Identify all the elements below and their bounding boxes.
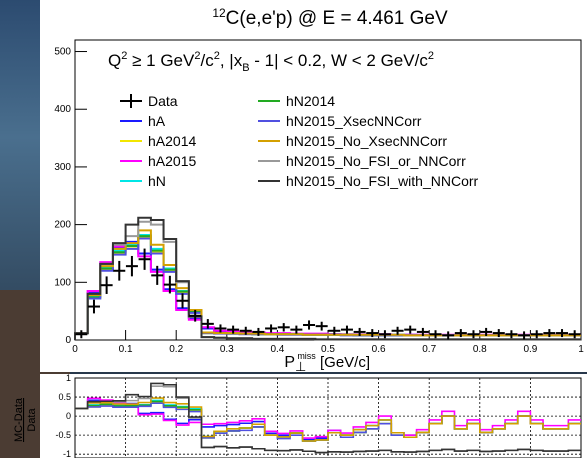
chart-title: 12C(e,e'p) @ E = 4.461 GeV <box>212 6 448 29</box>
x-tick-label: 0.7 <box>422 344 436 355</box>
ratio-y-label-den: Data <box>26 408 38 432</box>
title-sup: 12 <box>212 6 226 20</box>
ratio-y-tick-label: -1 <box>63 449 71 458</box>
x-tick-label: 0.4 <box>270 344 284 355</box>
ratio-histogram-hN2015_No_FSI_with_NNCorr <box>75 382 581 454</box>
x-tick-label: 1 <box>578 344 584 355</box>
legend-label: hN <box>148 173 166 189</box>
main-canvas <box>40 0 587 372</box>
ratio-y-tick-label: 0 <box>66 411 71 421</box>
y-tick-label: 100 <box>54 277 71 288</box>
ratio-histogram-hN2015_No_XsecNNCorr <box>75 397 581 442</box>
histogram-hN2015_No_XsecNNCorr <box>74 229 581 340</box>
y-tick-label: 200 <box>54 220 71 231</box>
ratio-y-label-num: MC-Data <box>13 397 25 442</box>
histogram-hN2015_No_FSI_with_NNCorr <box>74 216 581 341</box>
legend: Data hA hA2014 hA2015 hN hN2014 hN2015_XsecNNC… <box>120 93 479 189</box>
y-tick-label: 500 <box>54 47 71 58</box>
y-tick-label: 300 <box>54 162 71 173</box>
legend-label: hN2014 <box>286 93 335 109</box>
legend-label: hN2015_XsecNNCorr <box>286 113 422 129</box>
legend-label: Data <box>148 93 178 109</box>
legend-label: hA <box>148 113 166 129</box>
legend-label: hA2015 <box>148 153 196 169</box>
x-tick-label: 0.6 <box>372 344 386 355</box>
x-axis-label: P⊥miss [GeV/c] <box>284 351 370 374</box>
legend-label: hN2015_No_XsecNNCorr <box>286 133 447 149</box>
ratio-y-tick-label: 0.5 <box>58 392 71 402</box>
legend-label: hA2014 <box>148 133 196 149</box>
y-tick-label: 0 <box>65 335 71 346</box>
x-tick-label: 0.5 <box>321 344 335 355</box>
x-tick-label: 0 <box>72 344 78 355</box>
data-points <box>75 248 581 340</box>
cuts-label: Q2 ≥ 1 GeV2/c2, |xB - 1| < 0.2, W < 2 Ge… <box>108 50 434 74</box>
ratio-y-tick-label: -0.5 <box>55 430 71 440</box>
legend-label: hN2015_No_FSI_with_NNCorr <box>286 173 479 189</box>
x-tick-label: 0.8 <box>473 344 487 355</box>
legend-label: hN2015_No_FSI_or_NNCorr <box>286 153 466 169</box>
x-tick-label: 0.9 <box>523 344 537 355</box>
title-rest: C(e,e'p) @ E = 4.461 GeV <box>226 8 448 29</box>
ratio-y-tick-label: 1 <box>66 373 71 383</box>
x-tick-label: 0.1 <box>119 344 133 355</box>
x-tick-label: 0.3 <box>220 344 234 355</box>
y-tick-label: 400 <box>54 104 71 115</box>
ratio-histograms <box>75 382 581 454</box>
x-tick-label: 0.2 <box>169 344 183 355</box>
